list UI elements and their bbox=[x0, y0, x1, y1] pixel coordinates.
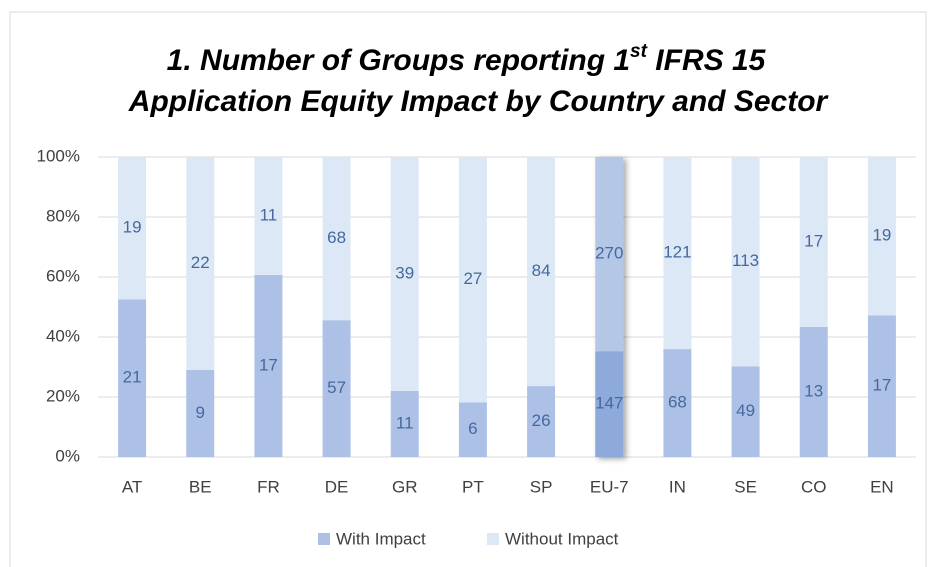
bar-stack bbox=[390, 157, 419, 457]
data-label: 17 bbox=[872, 376, 891, 395]
title-part: 1. Number of Groups reporting 1 bbox=[167, 44, 630, 77]
bar bbox=[322, 320, 351, 457]
bar bbox=[254, 157, 283, 275]
legend-swatch bbox=[318, 533, 330, 545]
chart-title: Application Equity Impact by Country and… bbox=[128, 85, 830, 118]
bar bbox=[527, 157, 556, 387]
data-label: 68 bbox=[327, 228, 346, 247]
data-label: 11 bbox=[396, 413, 414, 432]
data-label: 17 bbox=[804, 231, 823, 250]
bar bbox=[663, 157, 692, 350]
x-tick-label: SE bbox=[734, 477, 757, 496]
x-tick-label: FR bbox=[257, 477, 280, 496]
data-label: 11 bbox=[260, 205, 278, 224]
data-label: 84 bbox=[532, 261, 551, 280]
x-tick-label: DE bbox=[325, 477, 349, 496]
bar bbox=[527, 386, 556, 457]
x-tick-label: EU-7 bbox=[590, 477, 629, 496]
bar-stack bbox=[867, 157, 896, 457]
bar-stack bbox=[186, 157, 215, 457]
y-tick-label: 40% bbox=[46, 326, 80, 345]
x-tick-label: CO bbox=[801, 477, 827, 496]
data-label: 113 bbox=[732, 251, 759, 270]
bar bbox=[186, 157, 215, 370]
bar-stack bbox=[595, 157, 624, 457]
legend-label: With Impact bbox=[336, 529, 426, 548]
bar-stack bbox=[118, 157, 147, 457]
bar bbox=[458, 402, 487, 457]
data-label: 147 bbox=[595, 394, 623, 413]
bar bbox=[254, 274, 283, 457]
x-tick-label: BE bbox=[189, 477, 212, 496]
data-label: 19 bbox=[872, 226, 891, 245]
data-label: 27 bbox=[463, 269, 482, 288]
chart-title: 1. Number of Groups reporting 1st IFRS 1… bbox=[167, 41, 767, 77]
bar bbox=[595, 351, 624, 457]
y-tick-label: 80% bbox=[46, 206, 80, 225]
data-label: 270 bbox=[595, 244, 623, 263]
x-tick-label: IN bbox=[669, 477, 686, 496]
data-label: 21 bbox=[123, 368, 142, 387]
data-label: 19 bbox=[123, 218, 142, 237]
x-tick-label: SP bbox=[530, 477, 553, 496]
data-label: 9 bbox=[196, 403, 205, 422]
data-label: 13 bbox=[804, 381, 823, 400]
bar bbox=[799, 157, 828, 327]
data-label: 121 bbox=[663, 243, 691, 262]
bar bbox=[799, 327, 828, 457]
title-superscript: st bbox=[630, 41, 648, 62]
data-label: 49 bbox=[736, 401, 755, 420]
bar bbox=[186, 369, 215, 457]
x-tick-label: GR bbox=[392, 477, 418, 496]
data-label: 39 bbox=[395, 263, 414, 282]
bar bbox=[118, 157, 147, 300]
bar bbox=[118, 299, 147, 457]
y-tick-label: 60% bbox=[46, 266, 80, 285]
y-tick-label: 100% bbox=[37, 146, 80, 165]
bar bbox=[867, 157, 896, 316]
bar bbox=[458, 157, 487, 403]
bar bbox=[731, 157, 760, 367]
y-tick-label: 20% bbox=[46, 386, 80, 405]
y-tick-label: 0% bbox=[55, 446, 80, 465]
title-part: IFRS 15 bbox=[647, 44, 767, 77]
bar bbox=[595, 157, 624, 352]
bar bbox=[390, 391, 419, 457]
bar bbox=[390, 157, 419, 391]
bar bbox=[322, 157, 351, 321]
bar-stack bbox=[458, 157, 487, 457]
data-label: 26 bbox=[532, 411, 551, 430]
bar-stack bbox=[799, 157, 828, 457]
bar bbox=[731, 366, 760, 457]
x-tick-label: EN bbox=[870, 477, 894, 496]
legend-label: Without Impact bbox=[505, 529, 619, 548]
data-label: 68 bbox=[668, 393, 687, 412]
x-tick-label: PT bbox=[462, 477, 484, 496]
x-tick-label: AT bbox=[122, 477, 142, 496]
data-label: 17 bbox=[259, 355, 278, 374]
bar-stack bbox=[663, 157, 692, 457]
data-label: 22 bbox=[191, 253, 210, 272]
bar-stack bbox=[254, 157, 283, 457]
data-label: 6 bbox=[468, 419, 477, 438]
bar-stack bbox=[322, 157, 351, 457]
legend-swatch bbox=[487, 533, 499, 545]
bar-stack bbox=[731, 157, 760, 457]
bar bbox=[867, 315, 896, 457]
bar-stack bbox=[527, 157, 556, 457]
bar bbox=[663, 349, 692, 457]
data-label: 57 bbox=[327, 378, 346, 397]
